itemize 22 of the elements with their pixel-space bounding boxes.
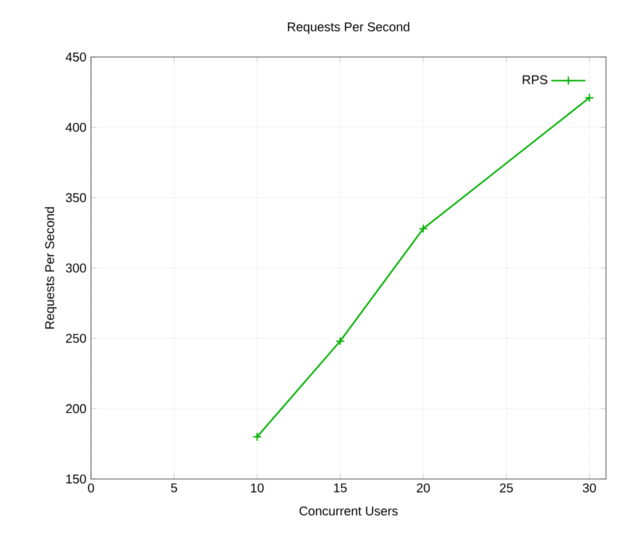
y-tick-label: 150 (66, 474, 86, 484)
y-tick-label: 300 (66, 264, 86, 272)
point (336, 336, 345, 346)
chart-title: Requests Per Second (288, 22, 410, 34)
y-tick-label: 450 (66, 52, 86, 62)
x-tick-label: 5 (171, 483, 178, 492)
y-axis-title: Requests Per Second (44, 207, 57, 329)
x-tick-label: 20 (416, 483, 430, 492)
x-tick-label: 10 (251, 483, 264, 492)
point (584, 93, 594, 102)
legend-label: RPS (522, 75, 548, 84)
x-axis-title: Concurrent Users (300, 506, 398, 516)
y-tick-label: 250 (66, 334, 86, 343)
x-tick-label: 15 (334, 483, 347, 492)
x-tick-label: 30 (582, 483, 596, 492)
point (418, 224, 428, 234)
x-tick-label: 0 (88, 483, 94, 492)
x-tick-label: 25 (500, 483, 513, 492)
y-tick-label: 350 (66, 193, 86, 202)
y-tick-label: 200 (66, 404, 86, 414)
point (252, 432, 262, 442)
y-tick-label: 400 (66, 122, 86, 132)
